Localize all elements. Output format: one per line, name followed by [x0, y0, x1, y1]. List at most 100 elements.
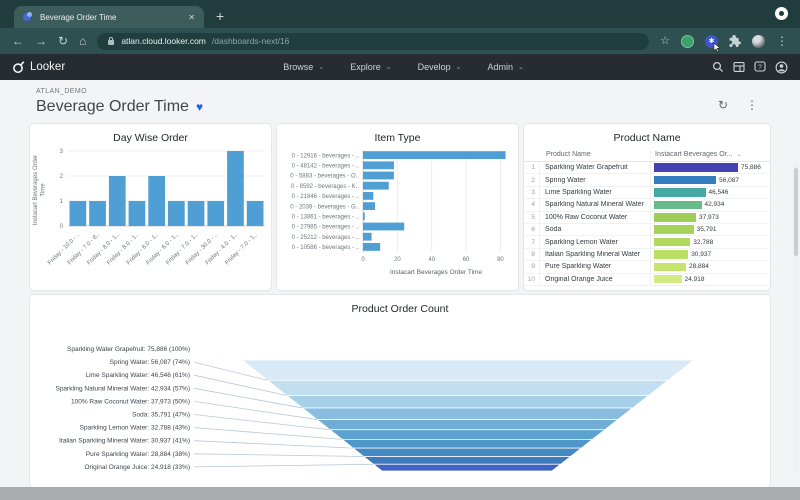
funnel-band[interactable] [340, 438, 594, 449]
reload-icon[interactable]: ↻ [58, 34, 69, 48]
bar[interactable] [69, 201, 87, 226]
product-name-cell[interactable]: Soda [545, 226, 562, 234]
bar[interactable] [89, 201, 106, 226]
x-tick-label: 40 [428, 257, 435, 263]
value-bar[interactable] [654, 237, 691, 247]
table-row[interactable]: 9 Pure Sparkling Water 28,884 [524, 261, 770, 274]
product-name-cell[interactable]: Spring Water [545, 176, 586, 184]
nav-menu-admin[interactable]: Admin ⌄ [487, 62, 524, 72]
tab-close-icon[interactable]: ✕ [188, 12, 195, 22]
dashboards-icon[interactable] [733, 61, 745, 73]
help-icon[interactable]: ? [754, 61, 766, 73]
dashboard-refresh-icon[interactable]: ↻ [717, 98, 728, 112]
bar[interactable] [363, 202, 376, 210]
funnel-band[interactable] [372, 463, 562, 472]
bar[interactable] [187, 201, 205, 226]
table-row[interactable]: 5 100% Raw Coconut Water 37,973 [524, 211, 770, 224]
extension-blue-icon[interactable]: ✱ [705, 34, 721, 52]
tile-product-order-count[interactable]: Product Order Count Sparkling Water Grap… [30, 295, 770, 487]
funnel-band[interactable] [240, 359, 696, 381]
value-bar[interactable] [654, 200, 702, 210]
chevron-down-icon: ⌄ [455, 64, 462, 71]
value-bar[interactable] [654, 175, 717, 185]
product-name-cell[interactable]: Sparkling Water Grapefruit [545, 164, 628, 172]
product-name-cell[interactable]: Lime Sparkling Water [545, 188, 612, 196]
bar[interactable] [363, 222, 405, 231]
bar[interactable] [227, 151, 244, 226]
bar[interactable] [168, 201, 185, 226]
table-row[interactable]: 8 Italian Sparkling Mineral Water 30,937 [524, 248, 770, 262]
nav-menu-browse[interactable]: Browse ⌄ [283, 62, 325, 72]
tile-day-wise-order[interactable]: Day Wise Order 0 1 2 3 Instacart Beverages O… [30, 124, 271, 290]
browser-menu-kebab-icon[interactable]: ⋮ [776, 34, 788, 48]
account-icon[interactable] [775, 61, 788, 74]
page-scrollbar[interactable] [793, 164, 799, 471]
bar[interactable] [108, 176, 126, 226]
column-header-value[interactable]: Instacart Beverages Or... ⌄ [650, 151, 770, 158]
value-cell: 37,973 [650, 211, 770, 223]
back-icon[interactable]: ← [12, 34, 24, 48]
new-tab-button[interactable]: + [216, 8, 225, 24]
bar[interactable] [363, 151, 506, 159]
browser-profile-avatar[interactable] [752, 34, 765, 48]
product-name-cell[interactable]: Sparkling Natural Mineral Water [545, 201, 644, 209]
funnel-band[interactable] [285, 395, 650, 409]
search-icon[interactable] [712, 61, 724, 73]
bar[interactable] [148, 176, 165, 226]
table-row[interactable]: 2 Spring Water 56,087 [524, 174, 770, 187]
extensions-puzzle-icon[interactable] [729, 35, 741, 47]
value-bar[interactable] [654, 163, 738, 172]
extension-green-icon[interactable] [681, 34, 694, 48]
funnel-band[interactable] [362, 456, 572, 465]
table-row[interactable]: 4 Sparkling Natural Mineral Water 42,934 [524, 199, 770, 212]
scrollbar-thumb[interactable] [794, 168, 798, 256]
bar[interactable] [363, 232, 372, 241]
product-order-count-funnel: Sparkling Water Grapefruit: 75,886 (100%… [55, 346, 696, 472]
value-bar[interactable] [654, 250, 689, 259]
product-name-cell[interactable]: Pure Sparkling Water [545, 263, 612, 271]
product-name-cell[interactable]: Italian Sparkling Mineral Water [545, 250, 641, 258]
bar[interactable] [363, 161, 394, 170]
bar[interactable] [363, 243, 381, 251]
product-name-cell[interactable]: Original Orange Juice [545, 275, 613, 283]
tile-product-name[interactable]: Product Name Product Name Instacart Beve… [524, 124, 770, 290]
forward-icon[interactable]: → [35, 34, 47, 48]
tile-item-type[interactable]: Item Type 0 20 40 60 80 0 - 12916 - beverages… [277, 124, 518, 290]
dashboard-menu-kebab-icon[interactable]: ⋮ [746, 98, 758, 112]
funnel-band[interactable] [328, 429, 606, 440]
table-row[interactable]: 1 Sparkling Water Grapefruit 75,886 [524, 162, 770, 175]
value-bar[interactable] [654, 213, 696, 222]
product-name-cell[interactable]: Sparkling Lemon Water [545, 238, 618, 246]
breadcrumb[interactable]: ATLAN_DEMO [36, 88, 87, 95]
bar[interactable] [128, 201, 146, 226]
value-bar[interactable] [654, 225, 694, 234]
x-tick-label: 80 [497, 257, 504, 263]
funnel-band[interactable] [352, 447, 583, 457]
value-bar[interactable] [654, 274, 682, 284]
table-row[interactable]: 7 Sparkling Lemon Water 32,788 [524, 236, 770, 249]
favorite-heart-icon[interactable]: ♥ [195, 100, 204, 114]
product-name-cell[interactable]: 100% Raw Coconut Water [545, 213, 628, 221]
browser-tab[interactable]: Beverage Order Time ✕ [14, 6, 204, 28]
looker-logo[interactable]: Looker [12, 60, 65, 74]
column-header-product-name[interactable]: Product Name [546, 151, 591, 158]
bar[interactable] [363, 192, 374, 200]
funnel-band[interactable] [301, 407, 634, 420]
bar[interactable] [246, 201, 264, 226]
funnel-band[interactable] [266, 380, 670, 396]
value-bar[interactable] [654, 188, 706, 197]
nav-menu-explore[interactable]: Explore ⌄ [350, 62, 392, 72]
bar[interactable] [363, 181, 389, 190]
bar[interactable] [207, 201, 225, 226]
value-bar[interactable] [654, 262, 686, 272]
bar[interactable] [363, 171, 394, 180]
address-bar[interactable]: atlan.cloud.looker.com/dashboards-next/1… [97, 32, 650, 50]
bookmark-star-icon[interactable]: ☆ [660, 34, 670, 47]
nav-menu-develop[interactable]: Develop ⌄ [417, 62, 462, 72]
table-row[interactable]: 6 Soda 35,791 [524, 223, 770, 237]
home-icon[interactable]: ⌂ [79, 34, 87, 48]
table-row[interactable]: 10 Original Orange Juice 24,918 [524, 273, 770, 286]
table-row[interactable]: 3 Lime Sparkling Water 46,546 [524, 186, 770, 200]
funnel-band[interactable] [315, 419, 619, 431]
bar[interactable] [363, 212, 365, 221]
